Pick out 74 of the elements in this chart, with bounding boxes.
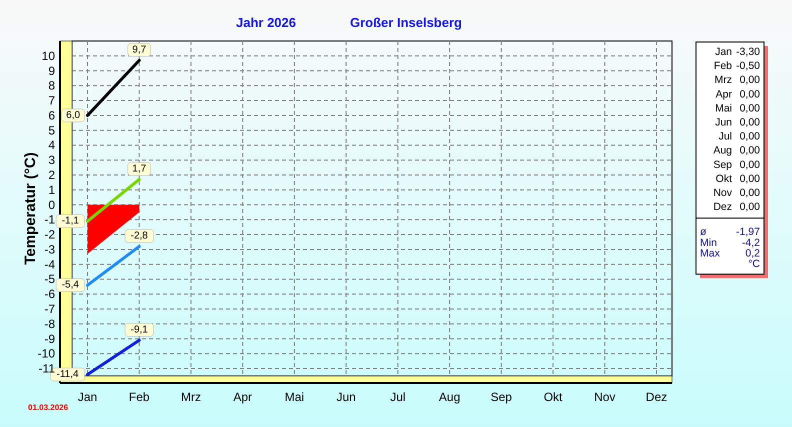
chart-subtitle: Großer Inselsberg — [350, 15, 462, 30]
y-tick-label: -2 — [44, 228, 56, 242]
y-tick-label: -1 — [44, 212, 56, 227]
y-tick-label: -4 — [44, 257, 56, 272]
x-tick-label: Jun — [336, 390, 356, 404]
y-tick-label: -6 — [44, 287, 56, 302]
text: 01.03.2026 — [28, 402, 69, 412]
x-tick-label: Sep — [490, 390, 512, 404]
text: 0,00 — [740, 116, 760, 128]
y-tick-label: -3 — [44, 242, 56, 256]
y-tick-label: 9 — [48, 64, 56, 78]
data-label: -1,1 — [62, 216, 80, 227]
y-tick-label: 2 — [48, 168, 56, 182]
text: 0,00 — [740, 102, 760, 114]
y-tick-label: 10 — [42, 48, 56, 63]
y-tick-label: 6 — [48, 108, 56, 122]
y-tick-label: -7 — [44, 302, 56, 316]
y-tick-label: -9 — [44, 332, 56, 346]
y-tick-label: 5 — [48, 123, 56, 138]
x-tick-label: Feb — [128, 390, 150, 404]
text: ø -1,97 — [700, 226, 760, 238]
chart-title: Jahr 2026 — [236, 15, 296, 30]
text: -3,30 — [736, 46, 760, 58]
x-tick-label: Mrz — [180, 390, 201, 404]
text: °C — [748, 258, 760, 270]
y-tick-label: 3 — [48, 153, 56, 168]
x-tick-label: Okt — [544, 390, 564, 404]
data-label: -11,4 — [56, 369, 79, 380]
y-tick-label: 8 — [48, 78, 56, 93]
text: Min -4,2 — [700, 236, 760, 249]
x-tick-label: Nov — [594, 390, 616, 404]
y-tick-label: -5 — [44, 272, 56, 286]
y-tick-label: -11 — [38, 362, 56, 376]
text: 0,00 — [740, 201, 760, 214]
x-tick-label: Aug — [438, 390, 460, 404]
text: -0,50 — [736, 60, 760, 72]
data-label: -2,8 — [130, 230, 148, 242]
y-tick-label: 1 — [48, 182, 56, 197]
category-label: Nov — [713, 187, 733, 199]
data-label: -9,1 — [130, 324, 148, 336]
y-tick-label: 7 — [48, 94, 56, 108]
text: 0,00 — [740, 144, 760, 157]
category-label: Feb — [714, 60, 732, 72]
text: 0,00 — [740, 130, 760, 143]
category-label: Jan — [715, 46, 732, 58]
data-label: 9,7 — [132, 44, 147, 56]
y-tick-label: -8 — [44, 316, 56, 331]
category-label: Apr — [716, 88, 732, 100]
category-label: Jul — [718, 130, 732, 143]
text: 0,00 — [740, 172, 760, 185]
category-label: Mrz — [714, 74, 732, 86]
category-label: Okt — [716, 172, 732, 185]
category-label: Dez — [713, 201, 732, 214]
y-tick-label: 4 — [48, 138, 56, 152]
y-axis-title: Temperatur (°C) — [22, 152, 38, 265]
y-tick-label: 0 — [48, 198, 56, 212]
data-label: -5,4 — [62, 280, 80, 291]
x-tick-label: Apr — [233, 390, 252, 404]
text: Max 0,2 — [700, 248, 760, 260]
y-tick-label: -10 — [38, 346, 56, 361]
data-label: 6,0 — [66, 110, 81, 121]
x-tick-label: Jan — [78, 390, 98, 404]
text: 0,00 — [740, 74, 760, 86]
x-tick-label: Jul — [390, 390, 406, 404]
category-label: Aug — [713, 144, 732, 157]
category-label: Jun — [715, 116, 732, 128]
category-label: Sep — [713, 158, 732, 171]
x-tick-label: Dez — [646, 390, 668, 404]
text: 0,00 — [740, 158, 760, 171]
x-tick-label: Mai — [284, 390, 304, 404]
text: 0,00 — [740, 187, 760, 199]
category-label: Mai — [715, 102, 732, 114]
text: 0,00 — [740, 88, 760, 100]
data-label: 1,7 — [132, 163, 147, 174]
